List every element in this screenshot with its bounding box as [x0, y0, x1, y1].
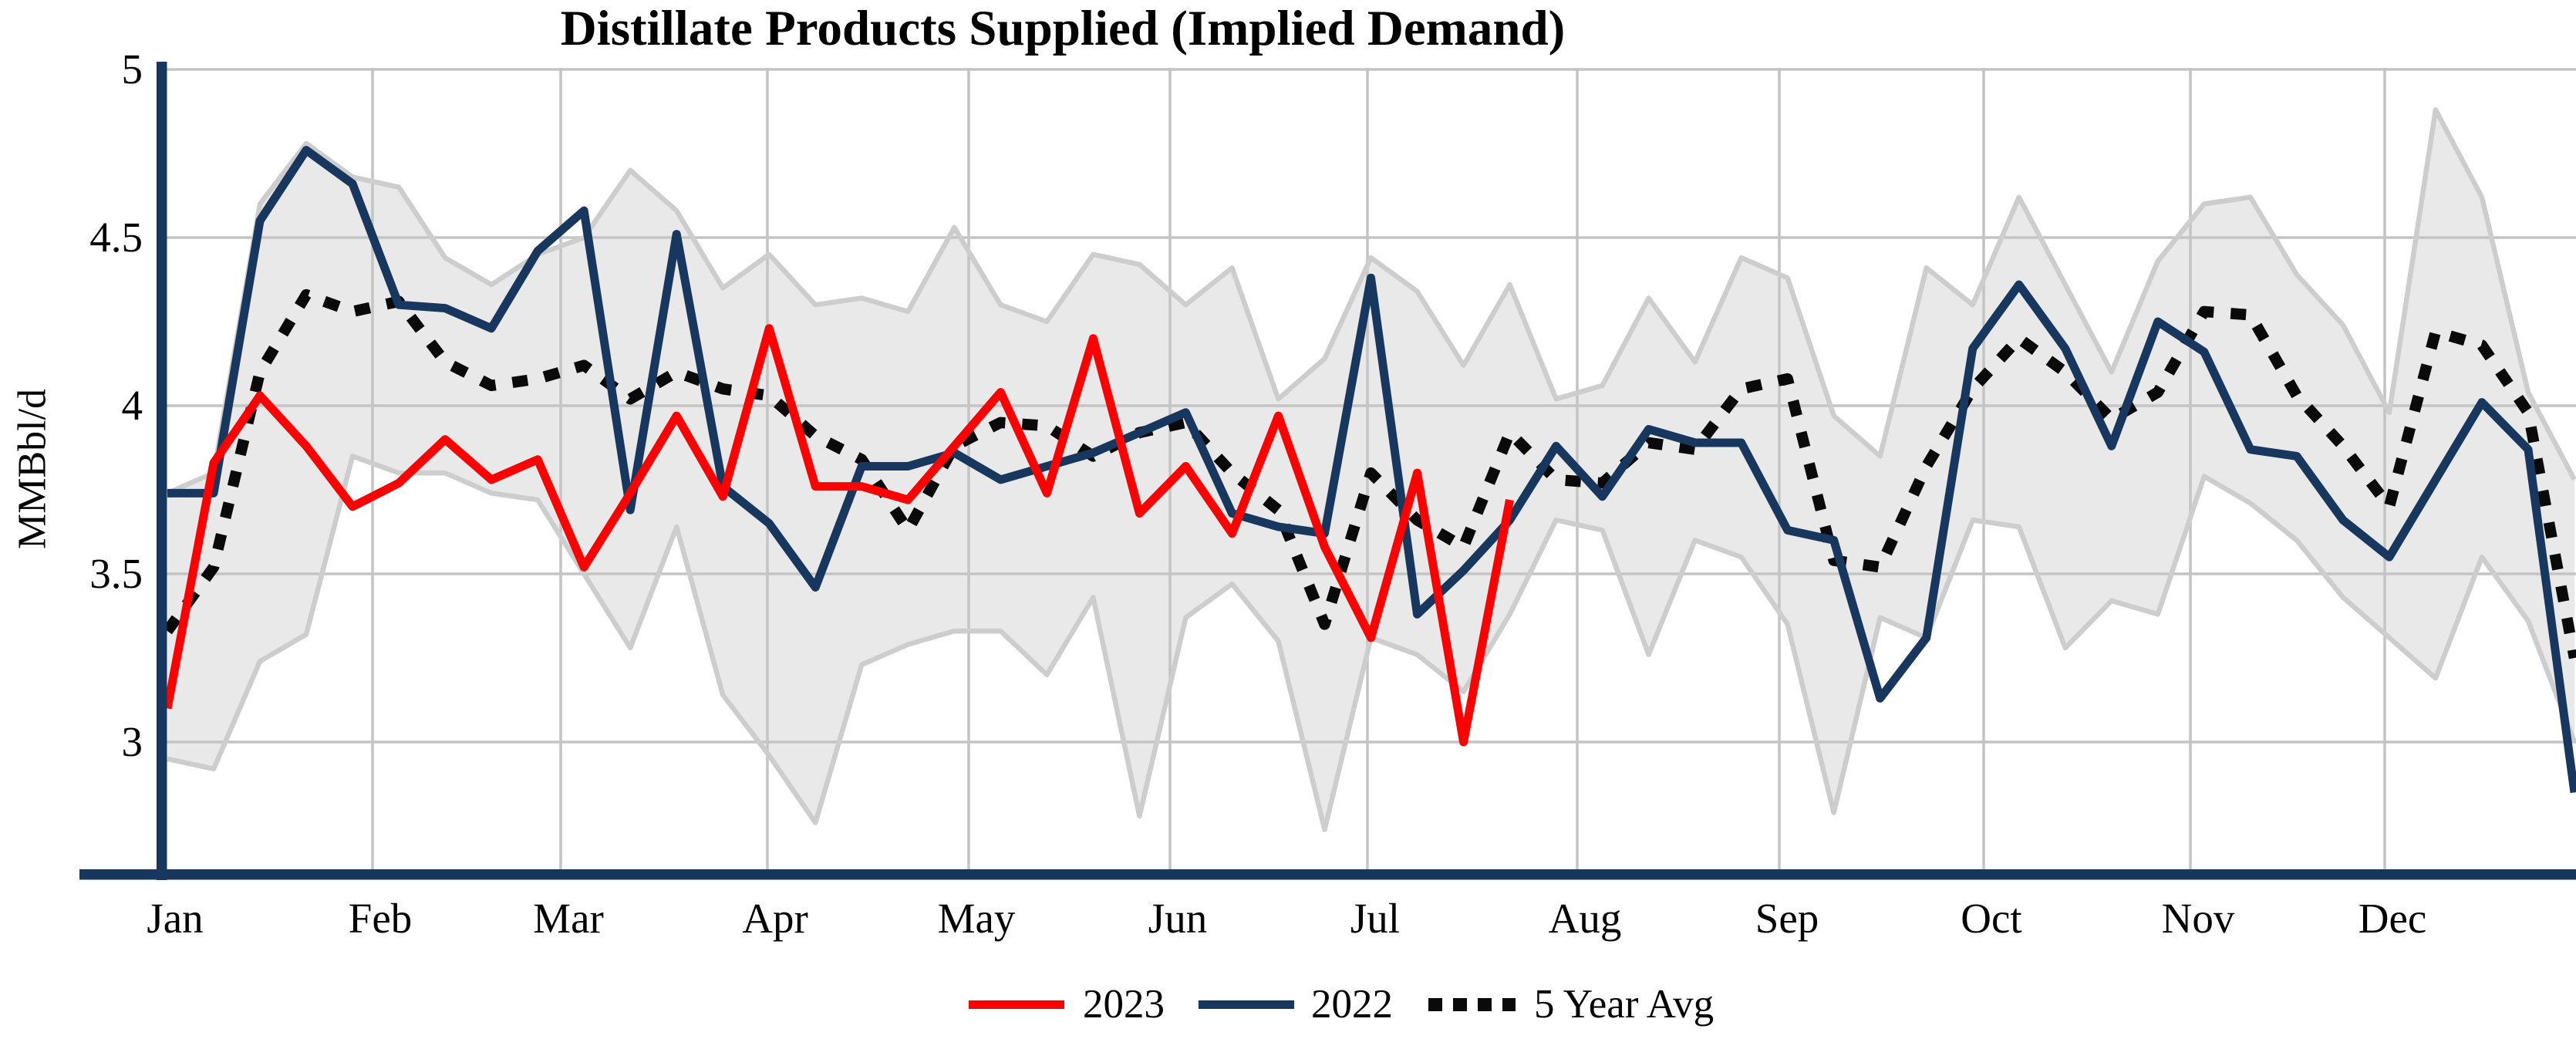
x-axis-line [79, 869, 2576, 880]
five-year-range-max-edge [166, 107, 2576, 496]
x-tick-label-jun: Jun [1148, 895, 1208, 942]
legend-swatch-2023-line [969, 1000, 1064, 1009]
chart-title: Distillate Products Supplied (Implied De… [560, 1, 1566, 56]
legend: 2023 2022 5 Year Avg [969, 976, 1714, 1032]
y-tick-label-3.5: 3.5 [89, 550, 143, 597]
y-tick-label-4: 4 [121, 382, 143, 429]
x-tick-label-may: May [937, 895, 1016, 942]
y-tick-label-4.5: 4.5 [89, 214, 143, 261]
series-2023-line [163, 324, 1514, 747]
x-tick-label-feb: Feb [348, 895, 413, 942]
x-tick-label-oct: Oct [1961, 895, 2022, 942]
x-tick-label-aug: Aug [1548, 895, 1622, 942]
series-2022-line [167, 146, 2576, 794]
series-5-year-avg-line [163, 288, 2576, 659]
legend-swatch-5yr-avg-dotted-line [1428, 997, 1516, 1011]
y-tick-label-3: 3 [121, 718, 143, 765]
y-tick-label-5: 5 [121, 46, 143, 93]
x-tick-label-dec: Dec [2358, 895, 2427, 942]
x-tick-label-sep: Sep [1755, 895, 1819, 942]
legend-label-2022: 2022 [1311, 982, 1393, 1027]
legend-label-5yr-avg: 5 Year Avg [1534, 982, 1715, 1027]
x-tick-label-mar: Mar [533, 895, 604, 942]
x-tick-label-apr: Apr [742, 895, 808, 942]
x-tick-label-nov: Nov [2161, 895, 2235, 942]
x-tick-label-jan: Jan [147, 895, 204, 942]
x-tick-label-jul: Jul [1350, 895, 1401, 942]
legend-swatch-2022-line [1199, 1000, 1294, 1009]
y-axis-line [157, 62, 167, 880]
legend-label-2023: 2023 [1083, 982, 1165, 1027]
